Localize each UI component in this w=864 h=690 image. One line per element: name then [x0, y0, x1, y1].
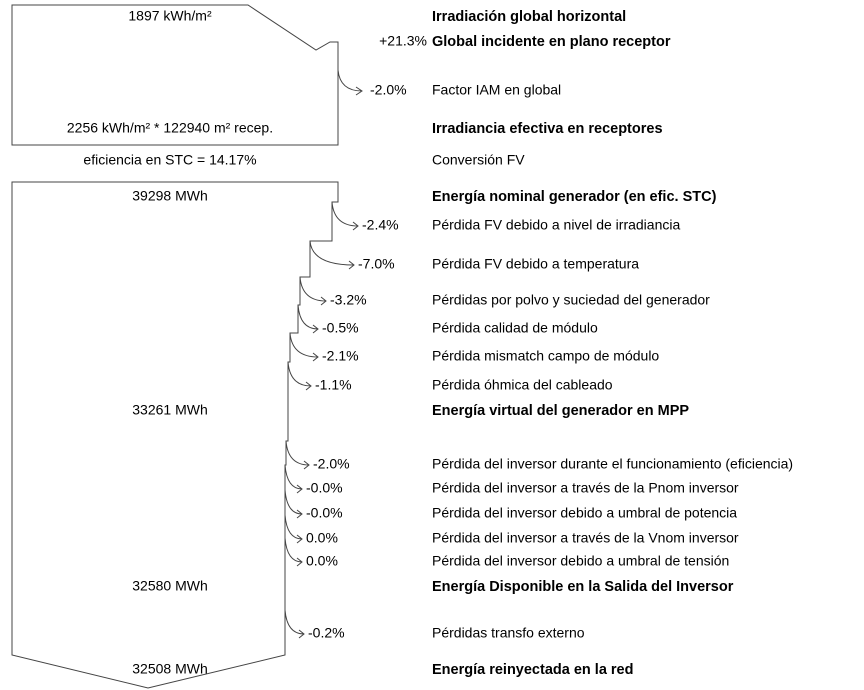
row-label: Energía nominal generador (en efic. STC)	[432, 189, 717, 205]
loss-arrow	[284, 464, 303, 494]
flow-value: 32508 MWh	[132, 661, 207, 677]
row-label: Conversión FV	[432, 152, 525, 168]
loss-arrow	[299, 276, 327, 306]
loss-percent: +21.3%	[379, 33, 427, 49]
row-label: Pérdida calidad de módulo	[432, 320, 598, 336]
loss-percent: -2.0%	[370, 82, 407, 98]
row-label: Pérdidas por polvo y suciedad del genera…	[432, 292, 710, 308]
flow-value: 2256 kWh/m² * 122940 m² recep.	[67, 120, 273, 136]
row-label: Pérdida del inversor durante el funciona…	[432, 456, 793, 472]
loss-arrow	[287, 361, 312, 391]
loss-percent: -0.5%	[322, 320, 359, 336]
flow-value: eficiencia en STC = 14.17%	[83, 152, 256, 168]
row-label: Energía reinyectada en la red	[432, 662, 633, 678]
loss-percent: -0.0%	[306, 505, 343, 521]
loss-percent: 0.0%	[306, 530, 338, 546]
loss-arrow	[289, 332, 319, 362]
loss-arrow	[284, 489, 303, 519]
row-label: Pérdida del inversor a través de la Pnom…	[432, 480, 739, 496]
row-label: Energía Disponible en la Salida del Inve…	[432, 579, 734, 595]
loss-arrow	[331, 201, 359, 231]
loss-arrow	[285, 440, 310, 470]
loss-percent: -0.2%	[308, 625, 345, 641]
row-label: Pérdidas transfo externo	[432, 625, 585, 641]
row-label: Pérdida del inversor a través de la Vnom…	[432, 530, 739, 546]
row-label: Pérdida FV debido a temperatura	[432, 256, 639, 272]
irradiance-box	[11, 4, 339, 146]
row-label: Pérdida FV debido a nivel de irradiancia	[432, 217, 680, 233]
flow-value: 1897 kWh/m²	[128, 8, 212, 24]
loss-arrow	[284, 609, 305, 639]
flow-value: 32580 MWh	[132, 578, 207, 594]
loss-percent: -3.2%	[330, 292, 367, 308]
flow-value: 39298 MWh	[132, 188, 207, 204]
row-label: Irradiación global horizontal	[432, 9, 626, 25]
loss-percent: 0.0%	[306, 553, 338, 569]
row-label: Pérdida mismatch campo de módulo	[432, 348, 659, 364]
row-label: Energía virtual del generador en MPP	[432, 403, 689, 419]
row-label: Pérdida del inversor debido a umbral de …	[432, 553, 729, 569]
loss-percent: -2.4%	[362, 217, 399, 233]
loss-percent: -0.0%	[306, 480, 343, 496]
row-label: Irradiancia efectiva en receptores	[432, 121, 663, 137]
row-label: Pérdida óhmica del cableado	[432, 377, 613, 393]
row-label: Pérdida del inversor debido a umbral de …	[432, 505, 737, 521]
generator-shape	[11, 181, 339, 689]
loss-arrow	[309, 240, 355, 270]
flow-value: 33261 MWh	[132, 402, 207, 418]
loss-arrow	[284, 537, 303, 567]
loss-percent: -7.0%	[358, 256, 395, 272]
loss-percent: -1.1%	[315, 377, 352, 393]
row-label: Global incidente en plano receptor	[432, 34, 671, 50]
loss-arrow	[284, 514, 303, 544]
iam-loss-arrow	[337, 69, 363, 96]
row-label: Factor IAM en global	[432, 82, 561, 98]
loss-percent: -2.0%	[313, 456, 350, 472]
loss-percent: -2.1%	[322, 348, 359, 364]
loss-arrow	[297, 304, 319, 334]
